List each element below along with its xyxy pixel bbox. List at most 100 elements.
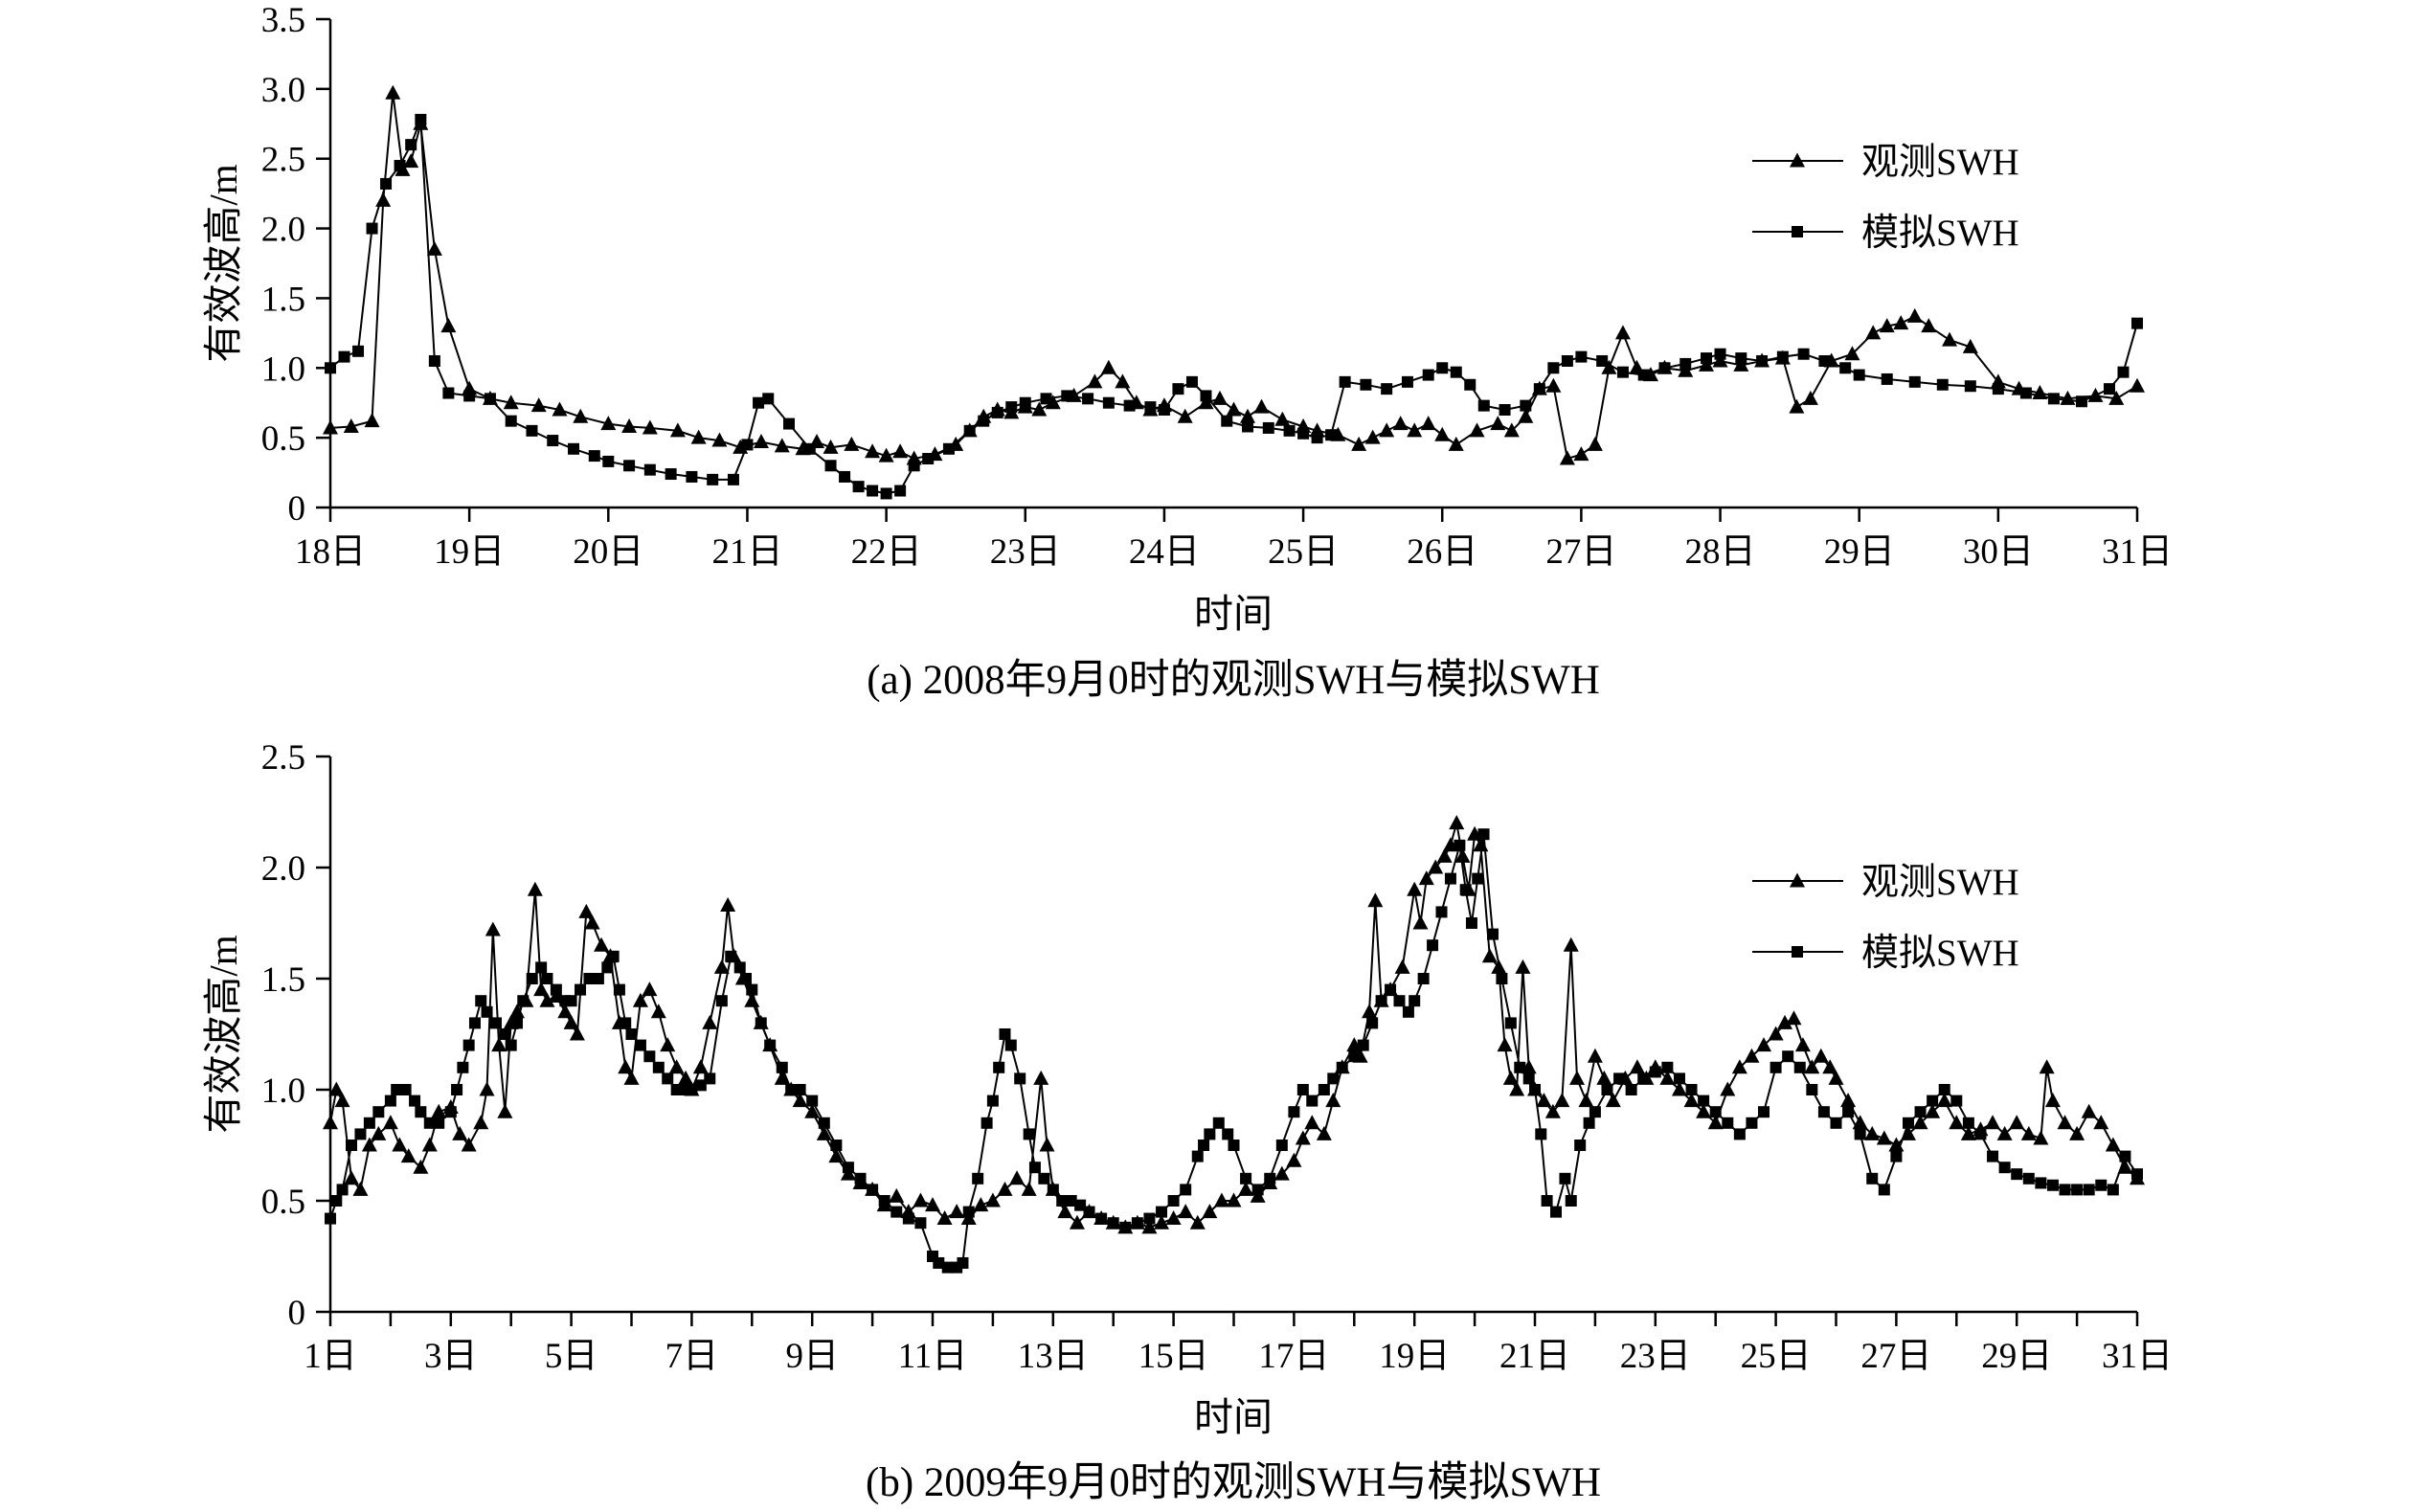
simulated-marker [625, 1028, 638, 1040]
observed-marker [678, 1070, 694, 1085]
simulated-marker [867, 1184, 879, 1196]
observed-marker [642, 982, 658, 997]
observed-marker [1906, 307, 1923, 323]
simulated-marker [1722, 1117, 1734, 1129]
observed-marker [1428, 859, 1444, 874]
y-tick-label: 0.5 [261, 419, 305, 459]
simulated-marker [1264, 1172, 1276, 1185]
y-tick-label: 2.5 [261, 141, 305, 180]
observed-marker [713, 959, 730, 974]
observed-marker [539, 992, 555, 1007]
observed-marker [1198, 395, 1214, 410]
simulated-marker [1047, 1184, 1059, 1196]
y-tick-label: 2.5 [261, 738, 305, 778]
simulated-marker [1529, 1084, 1541, 1095]
simulated-marker [1533, 383, 1545, 395]
simulated-marker [824, 460, 837, 472]
observed-marker [1768, 1026, 1784, 1041]
simulated-marker [2103, 383, 2115, 395]
simulated-marker [1095, 1212, 1108, 1225]
observed-marker [352, 1181, 369, 1196]
simulated-marker [2117, 366, 2130, 378]
observed-legend-marker [1790, 152, 1805, 168]
simulated-series-markers [325, 113, 2143, 500]
observed-marker [497, 1103, 513, 1118]
simulated-marker [384, 1095, 396, 1107]
simulated-marker [1107, 1217, 1119, 1230]
simulated-marker [1601, 1084, 1613, 1095]
observed-marker [1545, 377, 1562, 393]
simulated-marker [1625, 1084, 1637, 1095]
simulated-marker [505, 415, 517, 427]
simulated-marker [803, 442, 816, 455]
observed-marker [1033, 1070, 1049, 1085]
observed-marker [2009, 1115, 2025, 1130]
simulated-marker [1283, 424, 1296, 437]
simulated-marker [1589, 1106, 1601, 1118]
x-tick-label: 5日 [545, 1337, 598, 1376]
observed-marker [2081, 1103, 2097, 1118]
simulated-marker [1709, 1106, 1722, 1118]
observed-marker [1942, 331, 1958, 347]
simulated-marker [1649, 1066, 1661, 1078]
simulated-legend-label: 模拟SWH [1861, 933, 2019, 974]
simulated-marker [1038, 1172, 1050, 1185]
observed-marker [557, 1004, 574, 1019]
simulated-marker [1853, 369, 1865, 381]
simulated-marker [1417, 973, 1430, 984]
observed-marker [2033, 1130, 2049, 1145]
simulated-marker [1014, 1072, 1026, 1085]
observed-marker [1573, 446, 1589, 462]
simulated-marker [1550, 1206, 1563, 1218]
observed-marker [2117, 1159, 2133, 1174]
observed-marker [1707, 1115, 1724, 1130]
observed-marker [1286, 1152, 1302, 1167]
simulated-marker [902, 1212, 914, 1225]
observed-marker [1304, 1115, 1320, 1130]
simulated-marker [741, 439, 754, 451]
observed-marker [508, 1004, 525, 1019]
observed-marker [1554, 1093, 1570, 1108]
observed-marker [844, 436, 860, 451]
simulated-marker [1040, 393, 1052, 405]
observed-legend-marker [1790, 872, 1805, 888]
simulated-marker [1074, 1199, 1087, 1211]
simulated-marker [1023, 1128, 1035, 1140]
simulated-marker [372, 1106, 385, 1118]
simulated-marker [1938, 1084, 1950, 1095]
observed-marker [1394, 959, 1410, 974]
simulated-marker [481, 1005, 493, 1018]
simulated-marker [1204, 1128, 1216, 1140]
observed-marker [973, 1197, 989, 1212]
simulated-marker [783, 417, 796, 430]
simulated-marker [1198, 1140, 1210, 1151]
observed-marker [1178, 1204, 1194, 1219]
x-tick-label: 22日 [851, 532, 922, 572]
observed-marker [1087, 373, 1103, 389]
chart-a-plot: 0 0.5 1.0 1.5 2.0 2.5 3.0 3.5 18日 19日 20日 21日 22日 23日… [261, 1, 2173, 572]
simulated-marker [505, 1039, 517, 1051]
simulated-marker [1583, 1117, 1595, 1129]
simulated-marker [415, 113, 427, 125]
simulated-marker [2083, 1184, 2095, 1196]
simulated-marker [1616, 366, 1629, 378]
x-tick-label: 19日 [1379, 1337, 1450, 1376]
simulated-marker [352, 345, 365, 357]
chart-b-x-axis-label: 时间 [1194, 1395, 1273, 1439]
simulated-marker [1962, 1117, 1974, 1129]
observed-marker [503, 395, 519, 410]
simulated-marker [409, 1095, 421, 1107]
observed-marker [1777, 1014, 1793, 1029]
observed-marker [1274, 411, 1291, 426]
simulated-marker [878, 1195, 890, 1207]
simulated-marker [499, 1028, 511, 1040]
simulated-marker [583, 973, 596, 984]
simulated-marker [526, 424, 538, 437]
simulated-marker [1409, 995, 1421, 1007]
observed-marker [1876, 1130, 1892, 1145]
simulated-marker [380, 177, 393, 190]
x-tick-label: 25日 [1268, 532, 1339, 572]
simulated-marker [725, 950, 737, 962]
simulated-marker [592, 973, 604, 984]
simulated-marker [1936, 378, 1949, 391]
